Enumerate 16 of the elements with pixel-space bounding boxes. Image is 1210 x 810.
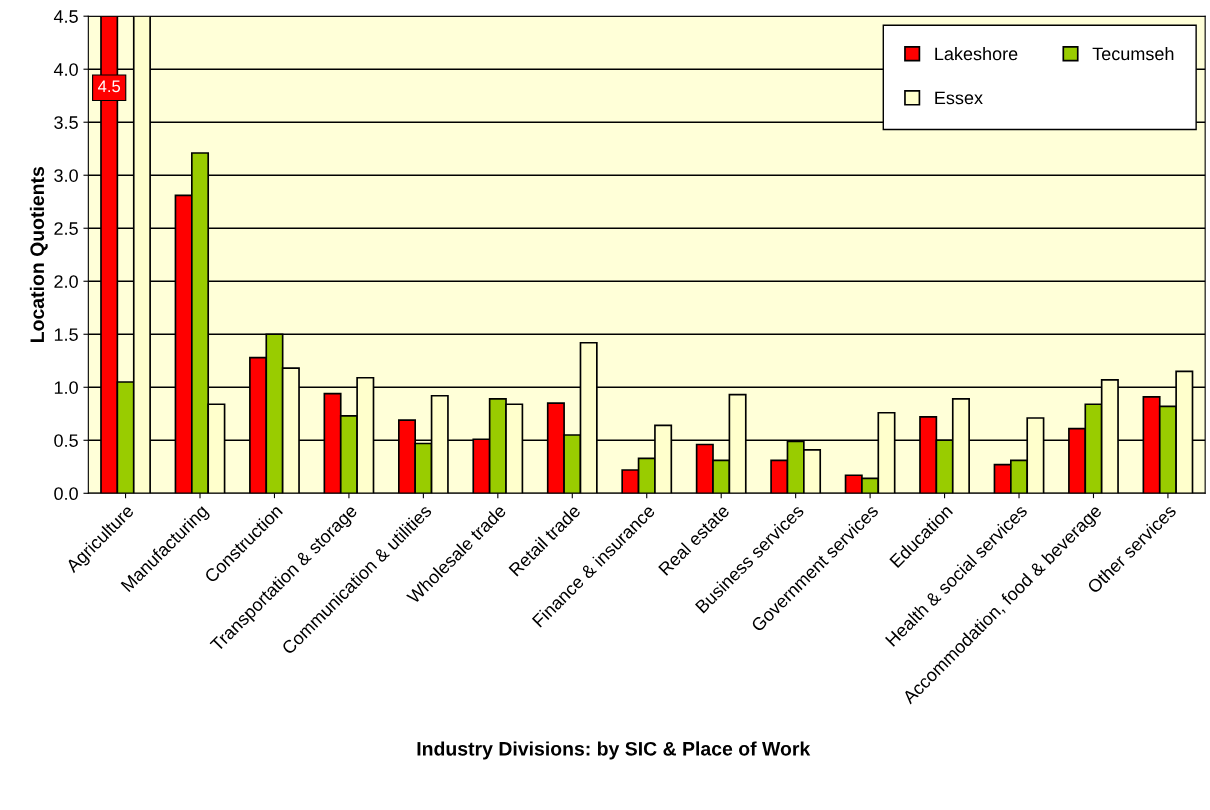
y-tick-label: 2.5 <box>54 222 78 235</box>
y-tick-label: 3.0 <box>54 169 78 182</box>
y-tick-label: 4.5 <box>53 10 78 23</box>
x-axis-title: Industry Divisions: by SIC & Place of Work <box>417 741 811 760</box>
y-tick-label: 1.5 <box>54 328 78 341</box>
y-tick-label: 0.0 <box>54 487 78 501</box>
y-tick-label: 2.0 <box>54 275 78 288</box>
y-axis-title: Location Quotients <box>29 166 48 343</box>
y-tick-label: 3.5 <box>54 116 78 129</box>
legend-label: Essex <box>935 91 983 105</box>
y-tick-label: 0.5 <box>54 434 78 447</box>
y-tick-label: 4.0 <box>53 63 78 76</box>
data-label: 4.5 <box>97 80 121 93</box>
y-tick-label: 1.0 <box>54 381 78 394</box>
legend-label: Tecumseh <box>1092 46 1174 61</box>
legend-label: Lakeshore <box>935 46 1018 61</box>
